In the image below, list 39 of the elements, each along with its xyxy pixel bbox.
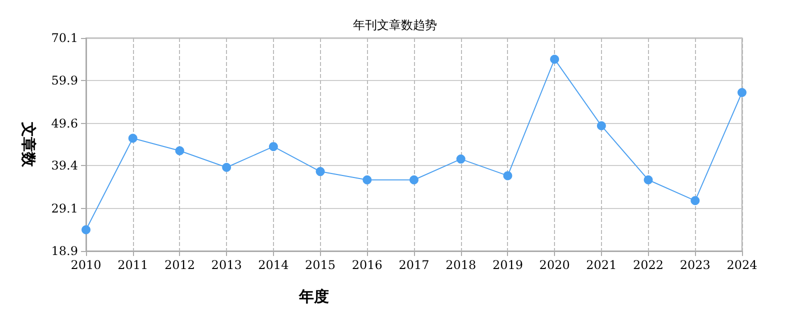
x-tick-label: 2023: [680, 258, 710, 272]
point: [410, 175, 418, 184]
y-tick-label: 29.1: [51, 202, 78, 216]
y-tick-label: 59.9: [51, 73, 78, 88]
x-tick-label: 2021: [586, 258, 617, 272]
x-tick-label: 2024: [726, 258, 758, 272]
x-tick-label: 2018: [446, 258, 476, 272]
x-tick-label: 2013: [211, 258, 242, 272]
y-tick-label: 39.4: [51, 158, 78, 173]
point: [222, 162, 232, 172]
point: [128, 134, 138, 143]
x-tick-label: 2017: [398, 258, 430, 272]
point: [362, 175, 372, 184]
chart-title: 年刊文章数趋势: [353, 18, 437, 32]
y-tick-label: 70.1: [51, 31, 78, 45]
y-tick-label: 18.9: [51, 244, 78, 258]
point: [644, 175, 653, 184]
point: [596, 121, 606, 130]
x-tick-label: 2012: [164, 258, 195, 272]
point: [738, 88, 746, 97]
x-tick-label: 2016: [352, 258, 382, 272]
x-tick-label: 2022: [633, 258, 664, 272]
x-tick-label: 2020: [539, 258, 570, 272]
point: [175, 146, 184, 156]
point: [503, 171, 512, 180]
point: [82, 225, 90, 234]
x-tick-label: 2014: [258, 258, 290, 272]
x-tick-label: 2010: [70, 258, 102, 272]
y-tick-label: 49.6: [51, 116, 78, 130]
point: [268, 142, 278, 152]
point: [456, 154, 466, 164]
y-axis-title: 文章数: [20, 121, 38, 168]
x-tick-label: 2011: [118, 258, 148, 272]
x-axis-title: 年度: [298, 288, 329, 306]
x-tick-label: 2019: [492, 258, 523, 272]
point: [690, 196, 700, 206]
point: [316, 167, 325, 176]
point: [550, 54, 560, 64]
x-tick-label: 2015: [305, 258, 336, 272]
